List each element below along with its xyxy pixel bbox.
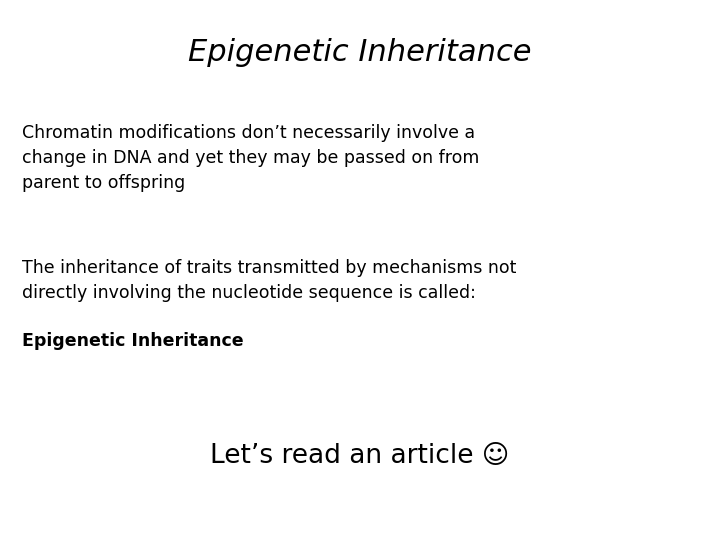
Text: The inheritance of traits transmitted by mechanisms not
directly involving the n: The inheritance of traits transmitted by… (22, 259, 516, 302)
Text: Epigenetic Inheritance: Epigenetic Inheritance (22, 332, 243, 350)
Text: Chromatin modifications don’t necessarily involve a
change in DNA and yet they m: Chromatin modifications don’t necessaril… (22, 124, 479, 192)
Text: Epigenetic Inheritance: Epigenetic Inheritance (188, 38, 532, 67)
Text: Let’s read an article ☺: Let’s read an article ☺ (210, 443, 510, 469)
